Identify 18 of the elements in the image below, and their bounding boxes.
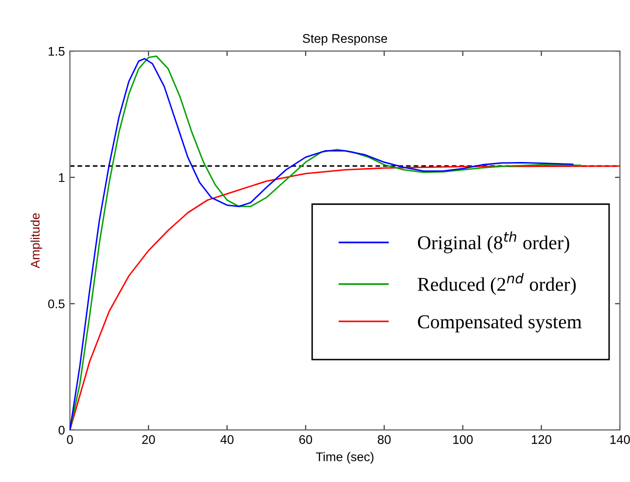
legend-label: Original (8$^{th}$ order) <box>418 231 570 254</box>
x-axis-title: Time (sec) <box>316 452 374 464</box>
x-tick-label: 60 <box>299 435 312 444</box>
y-tick-label: 0 <box>58 426 65 435</box>
legend-label: Reduced (2$^{nd}$ order) <box>418 272 576 295</box>
x-tick-label: 140 <box>610 435 630 444</box>
y-tick-label: 1 <box>59 173 64 182</box>
x-tick-label: 40 <box>220 435 234 444</box>
x-tick-label: 80 <box>378 435 391 444</box>
chart-title: Step Response <box>302 34 388 46</box>
x-tick-label: 20 <box>142 435 155 444</box>
y-tick-label: 0.5 <box>48 299 65 308</box>
x-tick-label: 120 <box>532 435 552 444</box>
x-tick-label: 0 <box>66 435 73 444</box>
y-axis-title: Amplitude <box>30 213 42 268</box>
y-tick-label: 1.5 <box>48 47 65 56</box>
legend-label: Compensated system <box>418 314 582 332</box>
x-tick-label: 100 <box>453 435 473 444</box>
